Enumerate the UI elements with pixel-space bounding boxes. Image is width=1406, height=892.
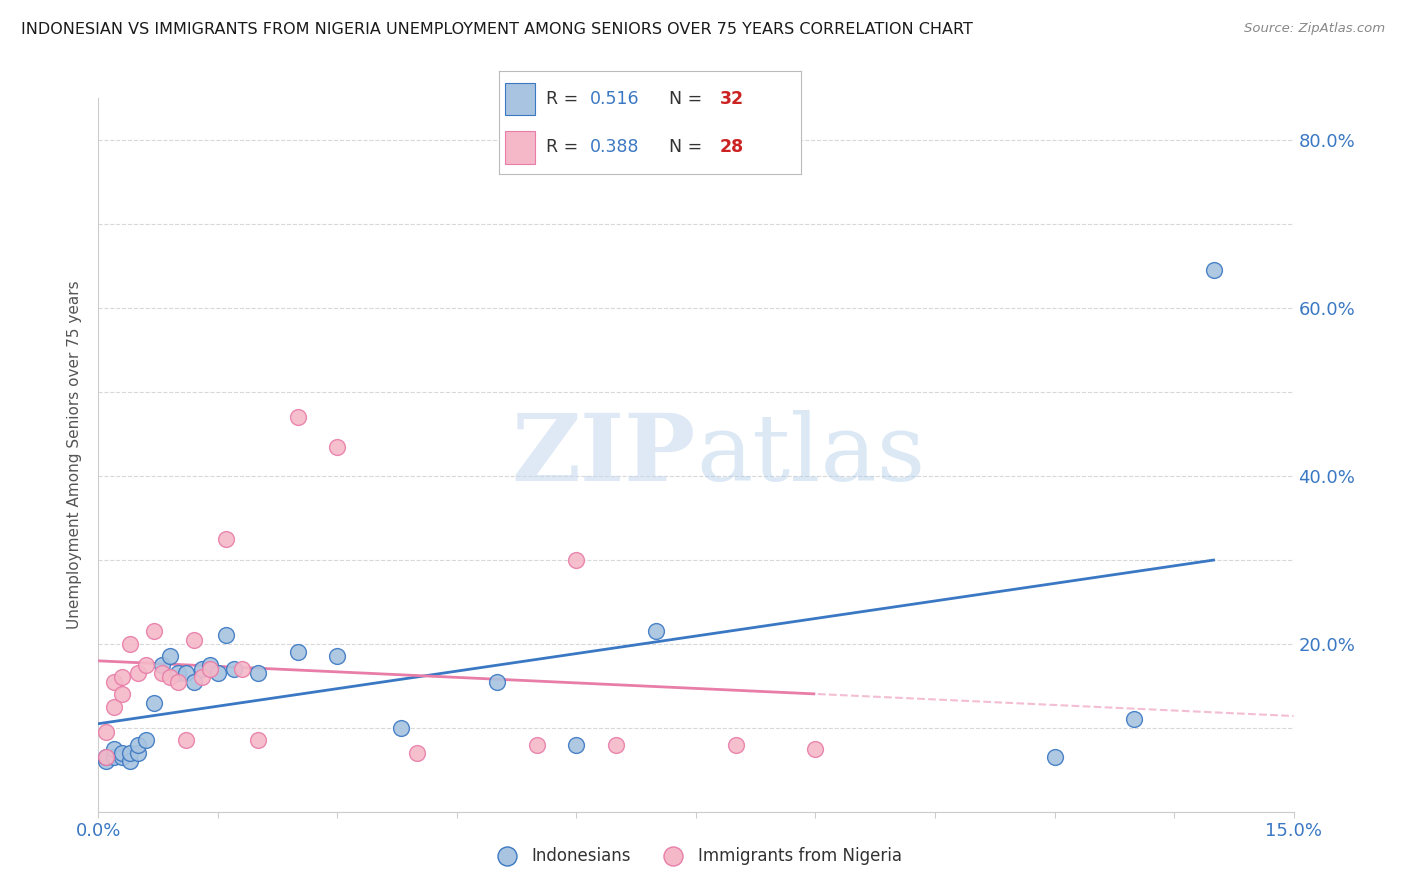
- Point: [183, 674, 205, 689]
- Point: [96, 750, 118, 764]
- Point: [167, 666, 190, 681]
- Point: [406, 746, 429, 760]
- Point: [565, 553, 588, 567]
- Point: [111, 687, 134, 701]
- Point: [111, 750, 134, 764]
- Point: [167, 674, 190, 689]
- Text: atlas: atlas: [696, 410, 925, 500]
- Point: [231, 662, 253, 676]
- Point: [96, 755, 118, 769]
- Point: [326, 440, 349, 454]
- Point: [1202, 263, 1225, 277]
- Text: Source: ZipAtlas.com: Source: ZipAtlas.com: [1244, 22, 1385, 36]
- Point: [127, 738, 149, 752]
- Point: [1123, 712, 1146, 726]
- Text: 28: 28: [720, 138, 744, 156]
- Point: [150, 666, 173, 681]
- Point: [287, 645, 309, 659]
- Text: 0.388: 0.388: [591, 138, 640, 156]
- Point: [103, 674, 125, 689]
- Point: [191, 670, 214, 684]
- Point: [135, 733, 157, 747]
- Point: [120, 755, 142, 769]
- Point: [103, 741, 125, 756]
- Point: [159, 670, 181, 684]
- Point: [127, 666, 149, 681]
- Text: 0.516: 0.516: [591, 90, 640, 108]
- Point: [191, 662, 214, 676]
- Point: [103, 699, 125, 714]
- Point: [103, 750, 125, 764]
- Point: [111, 746, 134, 760]
- FancyBboxPatch shape: [505, 83, 536, 115]
- Point: [111, 670, 134, 684]
- Point: [724, 738, 747, 752]
- Point: [150, 657, 173, 672]
- Point: [287, 410, 309, 425]
- Text: R =: R =: [546, 138, 583, 156]
- Point: [485, 674, 508, 689]
- Point: [326, 649, 349, 664]
- Point: [143, 696, 166, 710]
- Text: 32: 32: [720, 90, 744, 108]
- Point: [389, 721, 412, 735]
- Point: [96, 725, 118, 739]
- Point: [526, 738, 548, 752]
- Point: [143, 624, 166, 639]
- Point: [159, 649, 181, 664]
- Point: [246, 733, 269, 747]
- Point: [198, 657, 221, 672]
- FancyBboxPatch shape: [505, 131, 536, 163]
- Point: [215, 628, 238, 642]
- Point: [207, 666, 229, 681]
- Point: [222, 662, 245, 676]
- Point: [174, 666, 197, 681]
- Point: [183, 632, 205, 647]
- Point: [120, 746, 142, 760]
- Point: [135, 657, 157, 672]
- Point: [96, 750, 118, 764]
- Point: [645, 624, 668, 639]
- Text: R =: R =: [546, 90, 583, 108]
- Legend: Indonesians, Immigrants from Nigeria: Indonesians, Immigrants from Nigeria: [484, 840, 908, 871]
- Point: [215, 532, 238, 546]
- Point: [174, 733, 197, 747]
- Point: [120, 637, 142, 651]
- Text: N =: N =: [658, 138, 702, 156]
- Point: [605, 738, 627, 752]
- Point: [804, 741, 827, 756]
- Point: [246, 666, 269, 681]
- Y-axis label: Unemployment Among Seniors over 75 years: Unemployment Among Seniors over 75 years: [67, 281, 83, 629]
- Point: [1043, 750, 1066, 764]
- Point: [565, 738, 588, 752]
- Point: [127, 746, 149, 760]
- Text: ZIP: ZIP: [512, 410, 696, 500]
- Text: INDONESIAN VS IMMIGRANTS FROM NIGERIA UNEMPLOYMENT AMONG SENIORS OVER 75 YEARS C: INDONESIAN VS IMMIGRANTS FROM NIGERIA UN…: [21, 22, 973, 37]
- Point: [198, 662, 221, 676]
- Text: N =: N =: [658, 90, 702, 108]
